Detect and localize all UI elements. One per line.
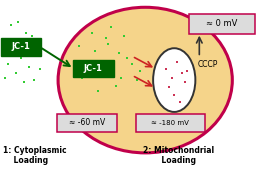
Text: 1: Cytoplasmic
    Loading: 1: Cytoplasmic Loading [3,146,66,165]
FancyBboxPatch shape [57,114,117,132]
Text: JC-1: JC-1 [12,42,31,51]
Text: CCCP: CCCP [198,60,218,69]
FancyBboxPatch shape [136,114,205,132]
FancyBboxPatch shape [1,38,41,56]
FancyBboxPatch shape [189,14,255,34]
FancyBboxPatch shape [73,60,114,77]
Text: JC-1: JC-1 [84,64,102,73]
Ellipse shape [153,48,195,112]
Text: ≈ 0 mV: ≈ 0 mV [206,19,237,28]
Text: ≈ -60 mV: ≈ -60 mV [69,118,105,127]
Text: 2: Mitochondrial
       Loading: 2: Mitochondrial Loading [143,146,214,165]
Text: ≈ -180 mV: ≈ -180 mV [151,120,189,126]
Ellipse shape [58,7,232,153]
